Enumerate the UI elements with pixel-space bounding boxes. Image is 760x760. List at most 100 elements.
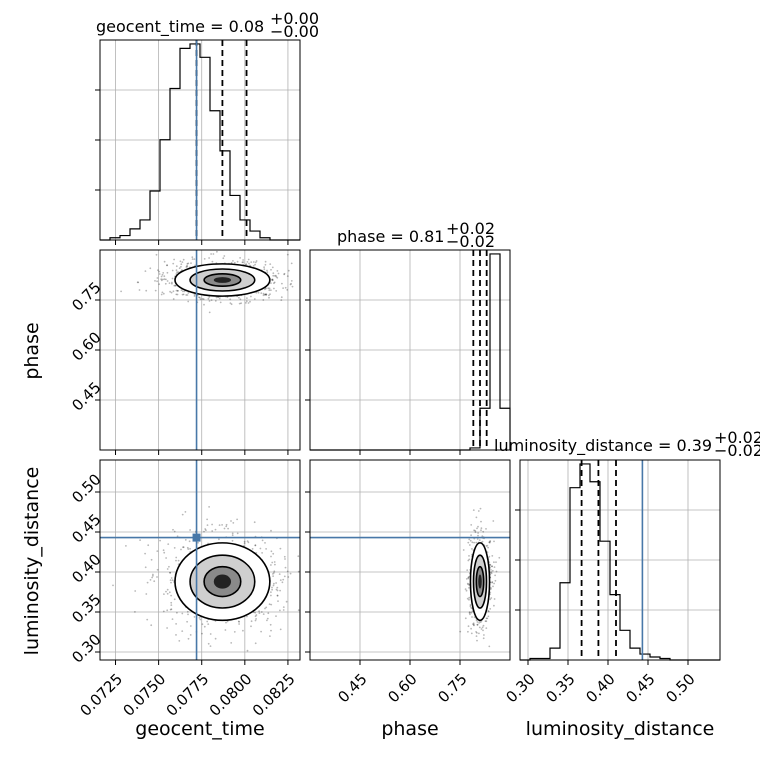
- contour-1: [189, 554, 256, 609]
- sample-point: [172, 528, 174, 531]
- sample-point: [205, 529, 207, 532]
- panel-content: [100, 460, 304, 660]
- sample-point: [224, 629, 227, 631]
- sample-point: [269, 635, 271, 637]
- sample-point: [233, 631, 236, 633]
- sample-point: [489, 563, 491, 566]
- sample-point: [283, 273, 285, 276]
- sample-point: [211, 530, 214, 532]
- panel-border: [99, 459, 301, 661]
- sample-point: [475, 516, 478, 519]
- sample-point: [152, 575, 154, 577]
- sample-point: [302, 573, 304, 575]
- sample-point: [272, 584, 275, 587]
- sample-point: [479, 621, 482, 624]
- sample-point: [208, 296, 211, 298]
- sample-point: [264, 542, 266, 544]
- sample-point: [156, 550, 159, 552]
- sample-point: [218, 297, 221, 300]
- sample-point: [212, 253, 215, 255]
- sample-point: [184, 511, 187, 513]
- sample-point: [498, 556, 501, 559]
- sample-point: [175, 634, 177, 636]
- sample-point: [250, 625, 252, 628]
- sample-point: [211, 523, 214, 526]
- sample-point: [149, 579, 152, 581]
- sample-point: [160, 279, 163, 282]
- sample-point: [494, 574, 496, 577]
- sample-point: [162, 610, 165, 613]
- sample-point: [273, 287, 275, 290]
- sample-point: [138, 289, 141, 291]
- sample-point: [481, 666, 483, 668]
- sample-point: [282, 606, 285, 608]
- sample-point: [264, 607, 266, 610]
- sample-point: [164, 282, 167, 285]
- sample-point: [271, 586, 273, 589]
- contour-0: [174, 542, 271, 622]
- sample-point: [493, 598, 496, 600]
- sample-point: [286, 253, 289, 256]
- sample-point: [281, 282, 283, 285]
- sample-point: [466, 597, 469, 600]
- sample-point: [166, 271, 169, 274]
- sample-point: [171, 579, 174, 582]
- sample-point: [265, 606, 268, 609]
- sample-point: [468, 665, 470, 667]
- sample-point: [229, 302, 232, 304]
- sample-point: [175, 623, 178, 625]
- sample-point: [478, 539, 481, 541]
- sample-point: [243, 540, 246, 543]
- sample-point: [476, 623, 479, 626]
- sample-point: [193, 616, 196, 618]
- sample-point: [241, 261, 244, 264]
- sample-point: [186, 264, 188, 267]
- sample-point: [465, 578, 468, 580]
- sample-point: [474, 529, 477, 532]
- sample-point: [490, 572, 493, 575]
- panel-content: [120, 250, 294, 450]
- sample-point: [187, 292, 190, 294]
- sample-point: [278, 573, 281, 575]
- sample-point: [471, 541, 474, 544]
- sample-point: [464, 617, 467, 620]
- sample-point: [270, 603, 273, 606]
- sample-point: [491, 565, 493, 568]
- panel-1-0: [95, 249, 301, 455]
- sample-point: [181, 261, 184, 263]
- sample-point: [181, 513, 184, 516]
- sample-point: [491, 581, 494, 583]
- sample-point: [208, 300, 211, 302]
- sample-point: [156, 277, 159, 279]
- sample-point: [230, 520, 232, 522]
- sample-point: [482, 624, 485, 627]
- sample-point: [206, 518, 209, 521]
- sample-point: [270, 594, 272, 597]
- sample-point: [163, 275, 166, 278]
- sample-point: [475, 541, 478, 544]
- sample-point: [170, 594, 173, 597]
- sample-point: [246, 297, 248, 299]
- sample-point: [254, 544, 257, 547]
- sample-point: [289, 283, 292, 286]
- sample-point: [279, 609, 281, 612]
- sample-point: [163, 278, 166, 281]
- sample-point: [165, 590, 167, 593]
- sample-point: [486, 617, 489, 620]
- sample-point: [237, 620, 240, 623]
- sample-point: [262, 299, 265, 301]
- sample-point: [173, 530, 176, 533]
- sample-point: [273, 572, 275, 574]
- sample-point: [284, 566, 287, 569]
- sample-point: [271, 279, 273, 281]
- sample-point: [265, 287, 267, 290]
- panel-0-0: [95, 39, 301, 245]
- sample-point: [276, 594, 279, 597]
- sample-point: [475, 635, 478, 637]
- sample-point: [469, 604, 472, 606]
- sample-point: [170, 581, 172, 584]
- title-geocent_time-sup: +0.00: [270, 9, 319, 28]
- sample-point: [230, 303, 233, 306]
- sample-point: [283, 272, 286, 275]
- sample-point: [218, 538, 220, 541]
